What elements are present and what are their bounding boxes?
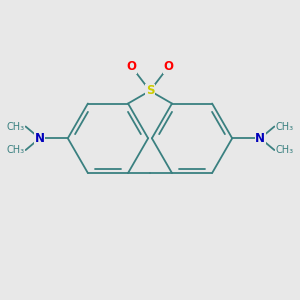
Text: CH₃: CH₃ xyxy=(7,145,25,155)
Text: N: N xyxy=(255,132,266,145)
Text: O: O xyxy=(127,60,137,74)
Text: S: S xyxy=(146,84,154,97)
Text: N: N xyxy=(34,132,45,145)
Text: CH₃: CH₃ xyxy=(275,122,293,131)
Text: CH₃: CH₃ xyxy=(275,145,293,155)
Text: O: O xyxy=(163,60,173,74)
Text: CH₃: CH₃ xyxy=(7,122,25,131)
